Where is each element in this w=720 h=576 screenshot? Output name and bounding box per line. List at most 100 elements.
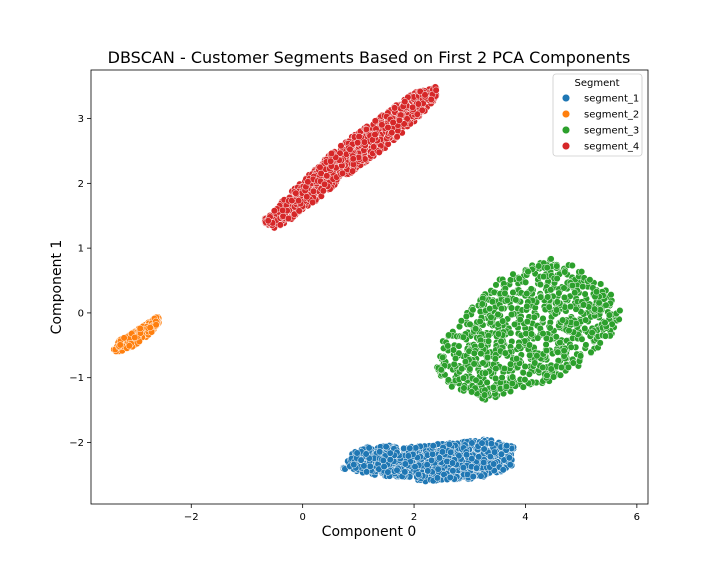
data-point: [448, 459, 457, 467]
data-point: [295, 207, 303, 215]
data-point: [421, 91, 429, 99]
data-point: [460, 384, 468, 392]
data-point: [411, 463, 419, 471]
data-point: [539, 330, 547, 338]
data-point: [365, 444, 373, 452]
data-point: [586, 276, 594, 284]
data-point: [401, 460, 409, 468]
data-point: [497, 450, 505, 458]
data-point: [378, 121, 386, 129]
data-point: [519, 369, 527, 377]
data-point: [452, 354, 460, 363]
data-point: [566, 303, 575, 311]
data-point: [534, 334, 542, 342]
data-point: [469, 306, 477, 314]
data-point: [120, 334, 128, 342]
data-point: [545, 303, 553, 311]
data-point: [559, 316, 567, 324]
data-point: [553, 298, 561, 306]
data-point: [543, 264, 551, 272]
data-point: [500, 365, 508, 373]
data-point: [304, 178, 312, 186]
data-point: [523, 302, 531, 310]
data-point: [560, 347, 568, 355]
data-point: [607, 291, 615, 299]
data-point: [384, 468, 392, 476]
data-point: [362, 125, 371, 134]
data-point: [542, 340, 550, 349]
data-point: [295, 197, 303, 205]
data-point: [457, 317, 465, 325]
data-point: [469, 473, 477, 481]
data-point: [363, 468, 371, 476]
data-point: [445, 331, 453, 339]
x-tick-label: 4: [522, 512, 528, 523]
x-axis-label: Component 0: [322, 524, 417, 540]
data-point: [480, 458, 488, 467]
data-point: [386, 449, 394, 457]
legend-items: segment_1 segment_2 segment_3 segment_4: [561, 93, 639, 153]
data-point: [389, 118, 397, 127]
data-point: [350, 461, 358, 469]
data-point: [447, 448, 455, 456]
data-point: [587, 348, 595, 356]
data-point: [444, 376, 452, 384]
data-point: [568, 261, 576, 270]
data-point: [466, 320, 474, 328]
data-point: [360, 138, 369, 146]
data-point: [432, 86, 440, 94]
data-point: [484, 337, 493, 345]
data-point: [564, 363, 572, 371]
data-point: [435, 454, 444, 462]
data-point: [508, 304, 516, 312]
data-point: [434, 465, 442, 473]
data-point: [508, 379, 516, 388]
data-point: [455, 342, 463, 350]
data-point: [475, 453, 483, 461]
data-point: [370, 143, 378, 151]
data-point: [337, 142, 345, 150]
data-point: [616, 307, 624, 315]
data-point: [592, 288, 601, 296]
data-point: [338, 169, 347, 177]
data-point: [470, 360, 478, 368]
y-axis-label: Component 1: [49, 240, 65, 335]
data-point: [470, 349, 478, 357]
data-point: [499, 466, 507, 474]
data-point: [577, 352, 585, 360]
data-point: [429, 450, 437, 458]
legend-marker: [561, 93, 571, 103]
data-point: [423, 461, 431, 469]
data-point: [309, 187, 318, 195]
data-point: [503, 296, 511, 304]
data-point: [523, 290, 531, 298]
data-point: [503, 442, 511, 450]
data-point: [152, 321, 160, 329]
data-point: [316, 163, 324, 171]
series-segment_4: [261, 83, 440, 232]
data-point: [484, 353, 492, 361]
data-point: [472, 325, 480, 333]
data-point: [499, 317, 507, 325]
data-point: [497, 337, 505, 345]
data-point: [501, 349, 509, 357]
legend-marker: [561, 125, 571, 135]
data-point: [488, 298, 496, 306]
data-point: [491, 448, 499, 456]
y-tick-label: 2: [78, 179, 84, 190]
legend-label: segment_3: [584, 126, 639, 137]
data-point: [478, 439, 486, 447]
data-point: [445, 440, 453, 448]
data-point: [481, 391, 489, 399]
data-point: [455, 349, 463, 357]
data-point: [481, 369, 489, 377]
data-point: [357, 456, 365, 464]
data-point: [116, 341, 124, 349]
data-point: [547, 255, 555, 263]
data-point: [303, 193, 311, 201]
data-point: [446, 473, 454, 481]
data-point: [597, 280, 605, 288]
data-point: [512, 296, 520, 304]
data-point: [544, 293, 552, 301]
